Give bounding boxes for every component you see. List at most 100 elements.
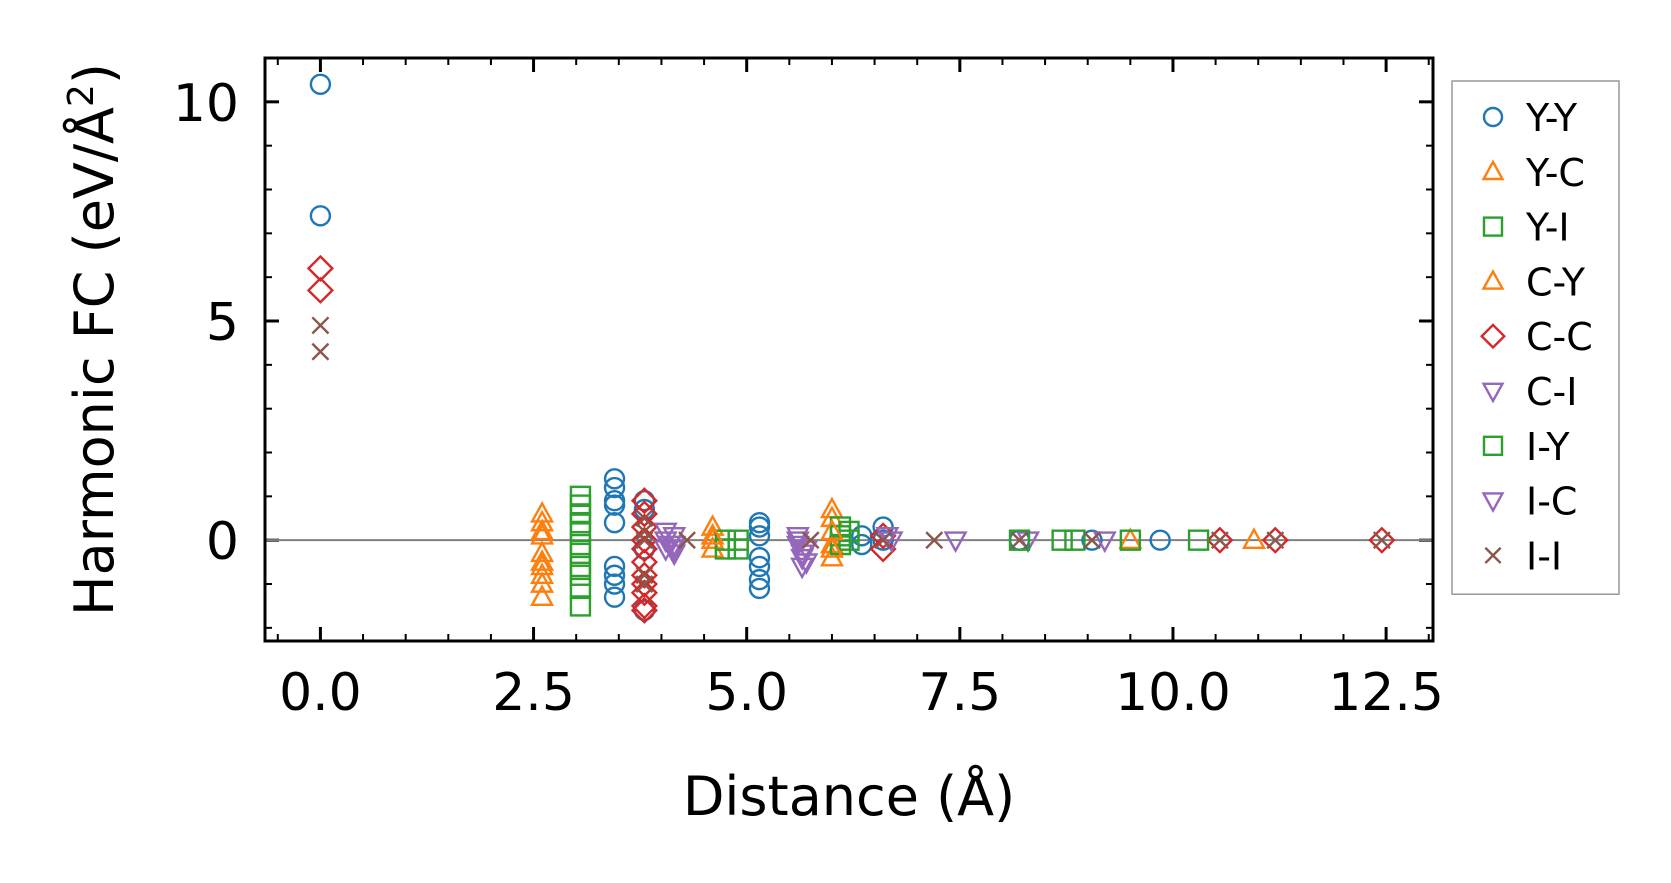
- data-point-i-i: [635, 522, 654, 541]
- x-tick-label: 0.0: [279, 663, 362, 723]
- data-point-y-i: [727, 538, 749, 560]
- data-point-y-i: [569, 595, 592, 617]
- data-point-y-y: [309, 73, 332, 96]
- legend-marker-c-y: [1481, 269, 1505, 290]
- data-point-i-y: [1187, 529, 1210, 551]
- data-point-y-y: [748, 547, 771, 569]
- data-point-c-c: [1261, 526, 1289, 554]
- data-point-y-y: [603, 494, 626, 516]
- legend-label-i-i: I-I: [1526, 534, 1562, 578]
- data-point-i-i: [635, 575, 654, 593]
- data-point-c-y: [700, 522, 725, 545]
- data-point-i-y: [1008, 529, 1031, 551]
- data-point-y-i: [569, 564, 592, 586]
- data-point-y-y: [633, 490, 656, 512]
- data-point-y-c: [530, 571, 555, 593]
- data-point-y-c: [530, 584, 555, 606]
- data-point-y-y: [603, 564, 626, 586]
- y-tick-label: 5: [206, 293, 239, 353]
- data-point-c-c: [630, 561, 658, 589]
- x-tick-label: 10.0: [1115, 663, 1231, 723]
- legend-label-y-y: Y-Y: [1525, 96, 1578, 140]
- data-point-y-y: [603, 555, 626, 578]
- data-point-i-c: [875, 526, 900, 549]
- data-point-i-i: [925, 531, 944, 550]
- data-point-i-i: [801, 531, 820, 550]
- legend-label-y-c: Y-C: [1525, 151, 1585, 195]
- data-point-y-c: [1118, 527, 1143, 549]
- data-point-i-i: [874, 531, 893, 550]
- series-c-y: [530, 518, 844, 576]
- legend-marker-y-c: [1481, 159, 1505, 181]
- data-point-c-c: [630, 596, 658, 624]
- data-point-y-c: [530, 540, 555, 563]
- legend-marker-i-c: [1481, 492, 1505, 513]
- data-point-i-i: [635, 531, 654, 550]
- data-point-c-i: [1092, 531, 1117, 554]
- data-point-y-c: [1241, 527, 1266, 549]
- data-point-y-y: [603, 468, 626, 490]
- x-tick-label: 12.5: [1328, 663, 1444, 723]
- data-point-y-i: [569, 520, 592, 543]
- legend-box: [1451, 80, 1620, 595]
- y-tick-label: 10: [173, 74, 239, 134]
- data-point-i-i: [678, 531, 696, 550]
- data-point-y-y: [633, 599, 656, 622]
- data-point-i-i: [1372, 531, 1391, 550]
- data-point-i-i: [1083, 531, 1101, 550]
- data-point-i-i: [311, 342, 330, 361]
- series-i-i: [311, 316, 1391, 593]
- data-point-y-i: [569, 542, 592, 565]
- legend-marker-i-i: [1484, 546, 1502, 564]
- legend-marker-y-y: [1482, 106, 1504, 128]
- legend-label-c-i: C-I: [1526, 370, 1577, 414]
- data-point-y-y: [603, 586, 626, 608]
- legend-marker-i-y: [1482, 435, 1504, 456]
- data-point-y-y: [748, 525, 771, 547]
- legend: Y-Y Y-C Y-I C-Y C-C C-I I-Y I-C I-I: [1451, 80, 1620, 595]
- data-point-c-c: [630, 526, 658, 554]
- series-i-y: [1008, 529, 1210, 551]
- legend-label-y-i: Y-I: [1525, 206, 1570, 250]
- legend-marker-y-i: [1482, 216, 1504, 237]
- series-i-c: [657, 526, 900, 562]
- data-point-y-y: [603, 511, 626, 534]
- tick-labels: 0.0 2.5 5.0 7.5 10.0 12.5 0 5 10: [173, 74, 1444, 723]
- data-point-y-y: [603, 476, 626, 499]
- data-point-c-c: [1368, 526, 1396, 554]
- data-point-c-i: [662, 540, 687, 562]
- data-point-i-y: [1051, 529, 1073, 551]
- data-point-c-i: [794, 553, 819, 576]
- legend-label-i-y: I-Y: [1526, 425, 1570, 469]
- data-point-y-y: [309, 205, 332, 227]
- data-point-y-y: [1081, 529, 1103, 551]
- legend-label-i-c: I-C: [1526, 480, 1577, 524]
- data-point-y-y: [748, 568, 771, 591]
- data-point-i-c: [794, 540, 819, 562]
- data-point-y-y: [603, 573, 626, 595]
- y-tick-label: 0: [206, 512, 239, 572]
- legend-marker-c-i: [1481, 382, 1505, 404]
- data-point-y-i: [569, 577, 592, 600]
- series-c-c: [306, 254, 1396, 624]
- data-point-i-i: [635, 509, 654, 528]
- y-axis-label-main: Harmonic FC (eV/Å: [62, 107, 126, 616]
- x-axis-label: Distance (Å): [683, 764, 1015, 828]
- data-point-y-y: [851, 533, 873, 556]
- data-point-i-y: [1064, 529, 1086, 551]
- data-point-c-c: [630, 570, 658, 598]
- data-point-c-c: [630, 500, 658, 528]
- data-point-i-i: [1010, 531, 1029, 550]
- major-ticks: [265, 58, 1433, 641]
- x-tick-label: 5.0: [705, 663, 788, 723]
- data-point-c-y: [530, 518, 555, 541]
- legend-label-c-c: C-C: [1526, 315, 1593, 359]
- data-point-y-y: [748, 577, 771, 600]
- data-point-i-i: [635, 566, 654, 585]
- data-point-c-c: [306, 254, 334, 282]
- data-point-i-i: [1266, 531, 1285, 550]
- data-point-y-y: [1149, 529, 1171, 551]
- data-point-c-i: [943, 531, 968, 554]
- data-point-i-c: [657, 535, 682, 558]
